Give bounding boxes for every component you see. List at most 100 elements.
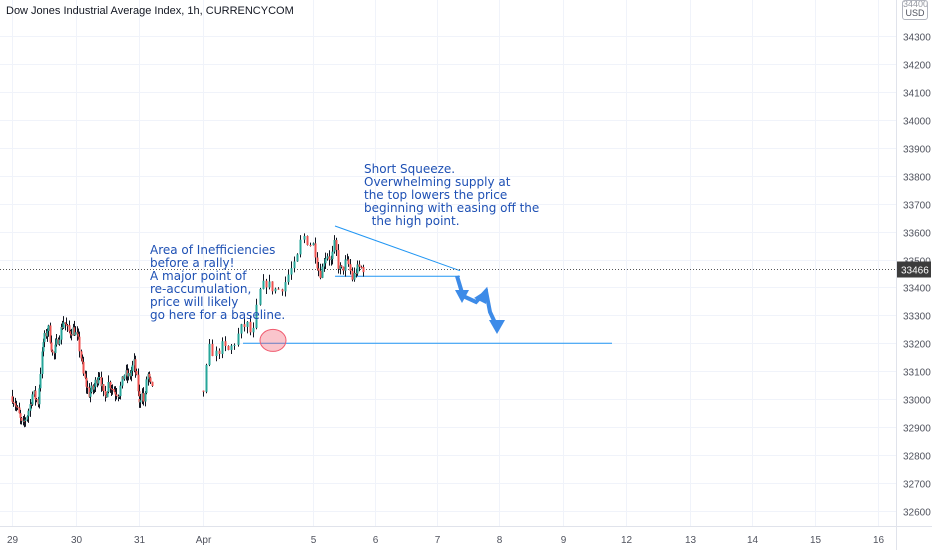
candle-body xyxy=(14,403,17,406)
candle-body xyxy=(358,264,361,267)
currency-top-value: 34400 xyxy=(903,1,927,8)
candle-body xyxy=(12,401,15,404)
candle-body xyxy=(46,331,49,337)
candle-body xyxy=(312,243,315,246)
candle-body xyxy=(323,263,326,267)
candle-body xyxy=(224,341,227,347)
candle-body xyxy=(351,270,354,280)
candle-body xyxy=(303,236,306,240)
chart-title: Dow Jones Industrial Average Index, 1h, … xyxy=(6,5,294,17)
x-tick-label: 30 xyxy=(71,535,83,546)
candle-body xyxy=(144,393,147,402)
candle-body xyxy=(208,343,211,365)
candle-body xyxy=(42,342,45,352)
candle-body xyxy=(284,282,287,292)
candle-body xyxy=(90,385,93,393)
candle-body xyxy=(330,259,333,261)
last-price-tag xyxy=(897,261,931,278)
candle-body xyxy=(246,321,249,327)
x-tick-label: 31 xyxy=(134,535,146,546)
x-tick-label: 9 xyxy=(561,535,567,546)
candle-body xyxy=(39,373,42,389)
candle-body xyxy=(230,345,233,350)
last-price-label: 33466 xyxy=(901,266,929,277)
candle-body xyxy=(309,244,312,246)
triangle-upper-trendline xyxy=(334,225,461,272)
currency-selector[interactable]: 34400 USD xyxy=(902,0,928,20)
x-tick-label: 15 xyxy=(810,535,822,546)
candle-body xyxy=(30,404,33,406)
candle-body xyxy=(227,346,230,350)
candle-body xyxy=(360,266,363,268)
reaccumulation-circle xyxy=(259,328,287,352)
candle-body xyxy=(94,379,97,387)
candle-body xyxy=(145,379,148,394)
candle-body xyxy=(243,324,246,327)
candle-body xyxy=(24,419,27,421)
candle-body xyxy=(31,394,34,405)
candle-body xyxy=(74,332,77,336)
candle-body xyxy=(296,254,299,262)
candle-body xyxy=(26,416,29,420)
y-tick-label: 33000 xyxy=(903,396,931,407)
candle-body xyxy=(316,257,319,269)
candle-body xyxy=(137,374,140,392)
candle-body xyxy=(127,373,130,377)
candle-body xyxy=(149,377,152,382)
candle-body xyxy=(342,266,345,271)
candle-body xyxy=(151,381,154,386)
candle-body xyxy=(299,239,302,255)
candle-body xyxy=(58,339,61,345)
candle-body xyxy=(41,351,44,374)
candle-body xyxy=(211,343,214,357)
candle-body xyxy=(290,268,293,275)
y-tick-label: 34000 xyxy=(903,117,931,128)
candle-body xyxy=(34,390,37,400)
candle-body xyxy=(252,327,255,333)
candle-body xyxy=(64,322,67,324)
candle-body xyxy=(114,391,117,395)
y-tick-label: 32900 xyxy=(903,424,931,435)
candle-body xyxy=(84,373,87,378)
candle-body xyxy=(82,361,85,374)
annotation-short-squeeze[interactable]: Short Squeeze. Overwhelming supply at th… xyxy=(364,162,540,228)
candle-body xyxy=(69,331,72,335)
y-tick-label: 33600 xyxy=(903,229,931,240)
candle-body xyxy=(62,322,65,329)
candle-body xyxy=(55,339,58,345)
candle-body xyxy=(287,274,290,283)
y-tick-label: 33200 xyxy=(903,340,931,351)
x-tick-label: 29 xyxy=(7,535,19,546)
overlay-drawings xyxy=(259,275,505,352)
candle-body xyxy=(113,389,116,392)
candle-body xyxy=(344,259,347,271)
projection-arrowhead xyxy=(489,320,505,334)
x-tick-label: 12 xyxy=(621,535,633,546)
candle-body xyxy=(356,264,359,274)
candle-body xyxy=(237,333,240,345)
x-tick-label: Apr xyxy=(196,535,212,546)
annotation-inefficiencies[interactable]: Area of Inefficiencies before a rally! A… xyxy=(150,243,286,322)
x-tick-label: 8 xyxy=(497,535,503,546)
candle-body xyxy=(281,289,284,292)
candle-body xyxy=(215,350,218,357)
y-tick-label: 33400 xyxy=(903,284,931,295)
candle-body xyxy=(202,390,205,392)
candle-body xyxy=(362,267,365,273)
candle-body xyxy=(119,385,122,397)
candle-body xyxy=(135,371,138,375)
candle-body xyxy=(121,376,124,386)
y-tick-label: 33700 xyxy=(903,201,931,212)
grid xyxy=(0,0,896,526)
y-tick-label: 33800 xyxy=(903,173,931,184)
candle-body xyxy=(11,396,14,402)
x-tick-label: 6 xyxy=(373,535,379,546)
candle-body xyxy=(110,388,113,390)
candle-body xyxy=(118,396,121,398)
y-tick-label: 34300 xyxy=(903,33,931,44)
candle-body xyxy=(68,325,71,332)
candle-body xyxy=(49,325,52,343)
projection-path xyxy=(455,275,499,328)
